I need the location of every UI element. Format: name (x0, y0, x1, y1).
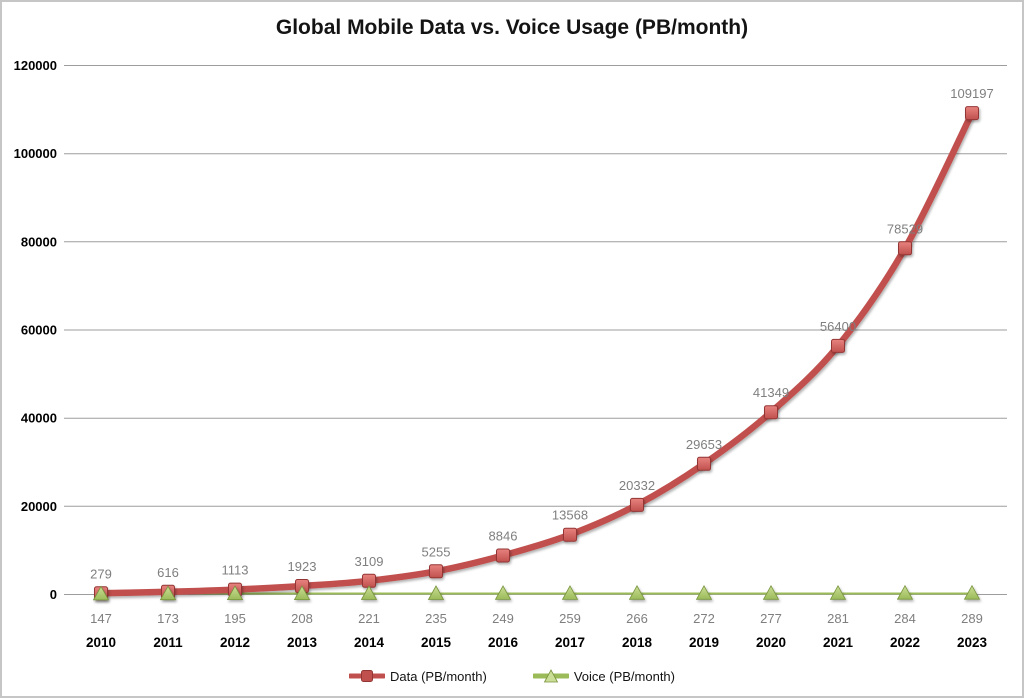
y-tick-label: 40000 (21, 411, 57, 426)
data-point-marker (697, 456, 711, 471)
voice-point-marker (92, 585, 110, 601)
data-point-marker (630, 497, 644, 512)
legend-item-voice: Voice (PB/month) (532, 668, 675, 684)
y-tick-label: 20000 (21, 499, 57, 514)
voice-point-marker (226, 585, 244, 600)
legend-label-voice: Voice (PB/month) (573, 668, 675, 684)
data-point-marker (831, 338, 845, 353)
voice-point-marker (561, 585, 579, 600)
voice-series-value-label: 272 (693, 611, 715, 626)
voice-point-marker (829, 584, 847, 600)
chart-title: Global Mobile Data vs. Voice Usage (PB/m… (275, 16, 749, 39)
x-tick-label: 2016 (488, 635, 519, 650)
x-tick-label: 2013 (287, 635, 318, 650)
legend-item-data: Data (PB/month) (349, 668, 487, 684)
voice-point-marker (963, 584, 981, 600)
data-series-value-label: 41349 (753, 385, 789, 400)
data-series-value-label: 109197 (950, 86, 993, 101)
data-series-value-label: 8846 (489, 529, 518, 544)
x-tick-label: 2020 (756, 635, 786, 650)
voice-point-marker (360, 585, 378, 600)
voice-series-value-label: 266 (626, 611, 648, 626)
x-tick-label: 2011 (153, 635, 183, 650)
y-tick-label: 60000 (21, 323, 57, 338)
data-series-value-label: 1113 (222, 563, 249, 578)
data-series-value-label: 279 (90, 566, 112, 581)
y-tick-label: 120000 (14, 58, 57, 73)
voice-series-swatch-icon (532, 668, 569, 684)
data-point-marker (496, 548, 510, 563)
data-series-value-label: 13568 (552, 508, 588, 523)
voice-series-value-label: 284 (894, 611, 916, 626)
voice-series-value-label: 249 (492, 611, 514, 626)
chart-legend: Data (PB/month) Voice (PB/month) (2, 668, 1022, 684)
voice-series-line (98, 590, 975, 597)
voice-point-marker (494, 585, 512, 600)
data-series-value-label: 616 (157, 565, 179, 580)
data-point-marker (429, 564, 443, 579)
voice-point-marker (628, 584, 646, 600)
voice-series-value-label: 235 (425, 611, 447, 626)
x-tick-label: 2021 (823, 635, 854, 650)
voice-point-marker (896, 584, 914, 600)
y-tick-label: 0 (50, 587, 57, 602)
x-tick-label: 2014 (354, 635, 385, 650)
data-series-value-label: 5255 (422, 544, 451, 559)
voice-series-value-label: 281 (827, 611, 849, 626)
x-tick-label: 2023 (957, 635, 988, 650)
voice-point-marker (159, 585, 177, 601)
x-tick-label: 2012 (220, 635, 250, 650)
voice-series-value-label: 277 (760, 611, 782, 626)
data-series-line (97, 109, 976, 597)
data-series-swatch-icon (349, 668, 385, 684)
data-series-value-label: 20332 (619, 478, 655, 493)
voice-point-marker (293, 585, 311, 600)
data-legend-marker-icon (349, 670, 385, 682)
data-series-value-label: 78529 (887, 221, 923, 236)
voice-series-value-label: 289 (961, 611, 983, 626)
data-series-value-label: 1923 (288, 559, 317, 574)
x-tick-label: 2019 (689, 635, 719, 650)
voice-series-value-label: 259 (559, 611, 581, 626)
voice-legend-marker-icon (532, 669, 569, 683)
data-point-marker (898, 241, 912, 256)
data-point-marker (965, 106, 979, 121)
x-tick-label: 2017 (555, 635, 585, 650)
voice-point-marker (427, 585, 445, 600)
y-tick-label: 80000 (21, 234, 57, 249)
voice-point-marker (695, 584, 713, 600)
voice-series-value-label: 221 (358, 611, 380, 626)
data-series-value-label: 3109 (355, 554, 384, 569)
voice-series-value-label: 173 (157, 611, 179, 626)
x-tick-label: 2010 (86, 635, 116, 650)
legend-label-data: Data (PB/month) (390, 668, 487, 684)
y-tick-label: 100000 (14, 146, 57, 161)
voice-series-value-label: 147 (90, 611, 112, 626)
voice-point-marker (762, 584, 780, 600)
x-tick-label: 2022 (890, 635, 920, 650)
data-point-marker (563, 527, 577, 542)
x-tick-label: 2018 (622, 635, 653, 650)
voice-series-value-label: 195 (224, 611, 246, 626)
chart-plot-area: 0 20000 40000 60000 80000 100000 120000 279 616 1… (14, 58, 1007, 650)
voice-series-value-label: 208 (291, 611, 313, 626)
data-series-value-label: 29653 (686, 437, 722, 452)
data-series-value-label: 56400 (820, 319, 856, 334)
x-tick-label: 2015 (421, 635, 452, 650)
data-point-marker (764, 405, 778, 420)
